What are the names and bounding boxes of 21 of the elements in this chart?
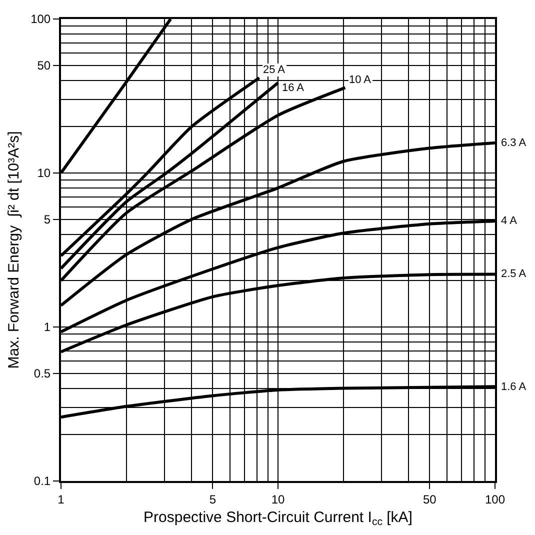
x-tick-label: 1 <box>58 492 65 506</box>
y-axis-title: Max. Forward Energy ∫i² dt [10³A²s] <box>5 131 22 369</box>
x-tick-label: 10 <box>271 492 285 506</box>
series-label: 6.3 A <box>501 137 527 149</box>
y-tick-label: 10 <box>37 166 51 180</box>
y-tick-label: 1 <box>44 320 51 334</box>
x-axis-title: Prospective Short-Circuit Current I$_{cc}$ [kA] <box>144 508 412 528</box>
series-label: 16 A <box>282 82 305 94</box>
series-label: 25 A <box>263 64 286 76</box>
y-tick-label: 0.1 <box>34 474 51 488</box>
series-label: 1.6 A <box>501 381 527 393</box>
x-tick-label: 100 <box>484 492 506 506</box>
y-tick-label: 5 <box>44 212 51 227</box>
series-label: 4 A <box>501 215 518 227</box>
series-label: 10 A <box>349 74 372 86</box>
y-tick-label: 100 <box>30 12 51 26</box>
x-tick-label: 50 <box>423 492 437 506</box>
series-label: 2.5 A <box>501 268 527 280</box>
y-tick-label: 0.5 <box>34 366 51 381</box>
x-tick-label: 5 <box>209 492 216 506</box>
y-tick-label: 50 <box>37 58 51 73</box>
